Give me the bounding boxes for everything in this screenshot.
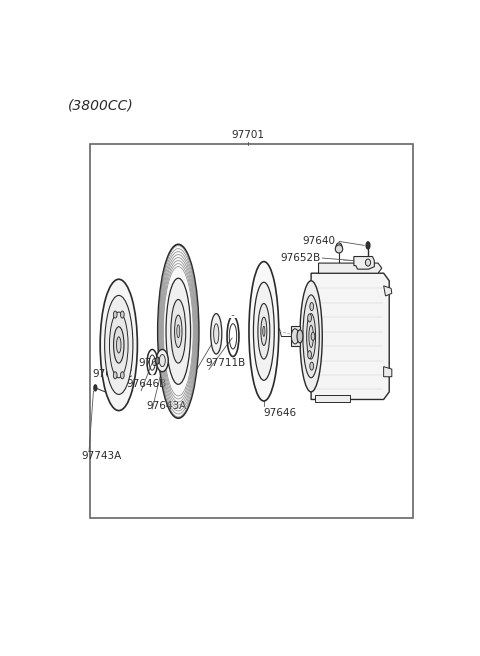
- Text: 97640: 97640: [303, 236, 336, 247]
- Polygon shape: [311, 273, 389, 400]
- Ellipse shape: [156, 357, 159, 364]
- Polygon shape: [290, 326, 300, 346]
- Ellipse shape: [310, 362, 313, 370]
- Ellipse shape: [308, 314, 312, 322]
- Ellipse shape: [366, 242, 370, 249]
- Bar: [90, 144, 413, 518]
- Ellipse shape: [336, 243, 342, 251]
- Text: 97652B: 97652B: [280, 253, 321, 263]
- Ellipse shape: [109, 312, 128, 378]
- Ellipse shape: [310, 302, 313, 310]
- Ellipse shape: [211, 314, 222, 354]
- Ellipse shape: [300, 281, 322, 392]
- Ellipse shape: [291, 329, 299, 344]
- Ellipse shape: [335, 245, 343, 253]
- Text: 97646: 97646: [264, 408, 297, 418]
- Ellipse shape: [297, 330, 303, 343]
- Ellipse shape: [177, 325, 180, 338]
- Ellipse shape: [114, 327, 124, 363]
- Text: 97701: 97701: [231, 131, 264, 140]
- Ellipse shape: [253, 282, 274, 380]
- Ellipse shape: [249, 262, 279, 401]
- Ellipse shape: [100, 279, 137, 411]
- Text: 97646B: 97646B: [126, 379, 167, 390]
- Text: 97643A: 97643A: [146, 401, 187, 411]
- Polygon shape: [384, 367, 392, 377]
- Ellipse shape: [113, 311, 117, 318]
- Text: 97711B: 97711B: [206, 358, 246, 367]
- Ellipse shape: [158, 245, 199, 418]
- Ellipse shape: [117, 337, 121, 353]
- Ellipse shape: [120, 311, 124, 318]
- Ellipse shape: [261, 317, 267, 346]
- Text: 97743A: 97743A: [82, 451, 122, 462]
- Ellipse shape: [166, 278, 191, 384]
- Ellipse shape: [171, 299, 186, 363]
- Ellipse shape: [258, 304, 270, 359]
- Ellipse shape: [308, 351, 312, 359]
- Ellipse shape: [311, 333, 315, 340]
- Ellipse shape: [113, 372, 117, 379]
- Ellipse shape: [263, 326, 265, 337]
- Text: 97643E: 97643E: [139, 358, 178, 367]
- Ellipse shape: [94, 385, 97, 391]
- Text: (3800CC): (3800CC): [67, 99, 133, 113]
- Ellipse shape: [105, 295, 133, 394]
- Polygon shape: [319, 263, 382, 273]
- Ellipse shape: [214, 323, 219, 344]
- Polygon shape: [384, 286, 392, 296]
- Ellipse shape: [156, 350, 168, 372]
- Ellipse shape: [120, 372, 124, 379]
- Ellipse shape: [159, 354, 165, 367]
- Text: 97644C: 97644C: [93, 369, 133, 379]
- Ellipse shape: [175, 315, 182, 348]
- Ellipse shape: [309, 325, 313, 348]
- Ellipse shape: [365, 259, 371, 266]
- Polygon shape: [315, 396, 350, 402]
- Ellipse shape: [307, 314, 315, 359]
- Polygon shape: [354, 256, 374, 269]
- Ellipse shape: [303, 295, 319, 378]
